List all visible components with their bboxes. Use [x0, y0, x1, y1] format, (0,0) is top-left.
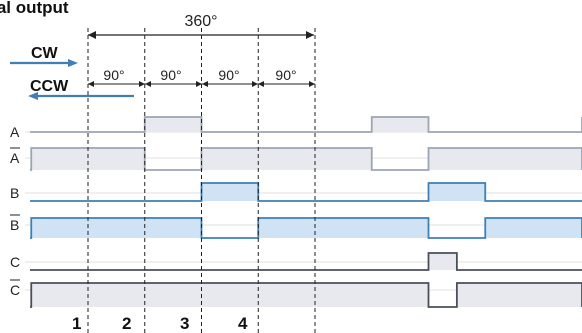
- signal-label-C: C: [10, 254, 20, 270]
- cw-label: CW: [31, 45, 59, 62]
- high-pulse-B-0: [201, 183, 259, 201]
- trace-C-bar: [30, 282, 582, 308]
- ccw-label: CCW: [30, 78, 69, 95]
- signal-B-bar: B: [10, 214, 582, 239]
- signal-label-A: A: [10, 124, 20, 140]
- high-pulse-A-1: [371, 117, 429, 132]
- signal-label-A-bar: A: [10, 150, 20, 166]
- signal-label-B: B: [10, 185, 19, 201]
- signal-A-bar: A: [10, 147, 582, 171]
- high-pulse-C-0: [428, 253, 457, 270]
- quarter-label-1: 90°: [103, 67, 124, 83]
- signal-A: A: [10, 116, 582, 140]
- signal-C: C: [10, 252, 582, 271]
- signal-B: B: [10, 182, 582, 202]
- signal-traces: AA BB CC: [10, 116, 582, 308]
- high-pulse-B-bar-1: [258, 218, 429, 238]
- quarter-arrow-right-2: [196, 81, 202, 87]
- quarter-arrow-left-1: [88, 81, 94, 87]
- quarter-arrow-right-4: [309, 81, 315, 87]
- signal-label-B-bar: B: [10, 217, 19, 233]
- trace-A: [30, 116, 582, 133]
- quarter-arrow-left-4: [258, 81, 264, 87]
- step-label-4: 4: [238, 314, 248, 333]
- trace-C: [30, 252, 582, 271]
- step-labels: 1 2 3 4: [72, 314, 248, 333]
- quarter-label-3: 90°: [218, 67, 239, 83]
- quarter-label-4: 90°: [275, 67, 296, 83]
- high-pulse-C-bar-1: [456, 283, 582, 307]
- arrow-right-icon: [68, 59, 78, 67]
- phase-guides: [87, 28, 316, 333]
- direction-cw: CW: [10, 45, 78, 67]
- high-pulse-A-0: [144, 117, 202, 132]
- high-pulse-B-bar-2: [485, 218, 582, 238]
- quarter-dimensions: 90° 90° 90° 90°: [88, 67, 315, 87]
- direction-ccw: CCW: [28, 78, 134, 100]
- high-pulse-B-bar-0: [31, 218, 202, 238]
- quarter-arrow-right-1: [139, 81, 145, 87]
- step-label-3: 3: [180, 314, 189, 333]
- period-label: 360°: [184, 13, 217, 30]
- high-pulse-A-bar-0: [31, 148, 145, 170]
- quarter-arrow-left-3: [202, 81, 208, 87]
- step-label-2: 2: [122, 314, 131, 333]
- title-fragment: Signal output: [0, 0, 69, 17]
- quarter-arrow-left-2: [145, 81, 151, 87]
- high-pulse-B-1: [428, 183, 486, 201]
- high-pulse-A-bar-1: [201, 148, 372, 170]
- signal-label-C-bar: C: [10, 282, 20, 298]
- step-label-1: 1: [72, 314, 81, 333]
- arrow-left-icon: [28, 92, 38, 100]
- quarter-label-2: 90°: [160, 67, 181, 83]
- signal-C-bar: C: [10, 279, 582, 308]
- trace-B: [30, 182, 582, 202]
- high-pulse-A-bar-2: [428, 148, 582, 170]
- high-pulse-C-bar-0: [31, 283, 429, 307]
- quarter-arrow-right-3: [252, 81, 258, 87]
